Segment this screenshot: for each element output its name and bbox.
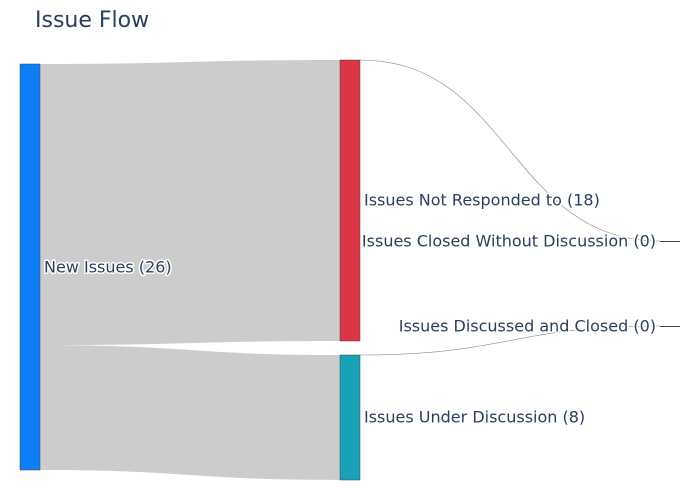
link-not_responded-to-closed_without[interactable] (359, 59, 661, 242)
node-label-discussed_closed: Issues Discussed and Closed (0) (399, 317, 656, 336)
sankey-labels: New Issues (26) Issues Not Responded to (… (43, 189, 658, 428)
chart-title: Issue Flow (35, 8, 150, 33)
sankey-nodes (19, 59, 680, 481)
node-closed_without[interactable] (660, 241, 680, 242)
node-not_responded[interactable] (339, 59, 361, 342)
node-label-new: New Issues (26) (44, 258, 172, 277)
link-new-to-under_discussion[interactable] (40, 345, 340, 480)
node-label-closed_without: Issues Closed Without Discussion (0) (362, 232, 656, 251)
node-discussed_closed[interactable] (660, 326, 680, 327)
sankey-links (40, 59, 661, 480)
node-under_discussion[interactable] (339, 354, 361, 481)
node-new[interactable] (19, 63, 41, 471)
node-label-under_discussion: Issues Under Discussion (8) (364, 408, 585, 427)
node-label-not_responded: Issues Not Responded to (18) (364, 191, 600, 210)
link-new-to-not_responded[interactable] (40, 60, 340, 346)
link-under_discussion-to-discussed_closed[interactable] (359, 325, 661, 356)
